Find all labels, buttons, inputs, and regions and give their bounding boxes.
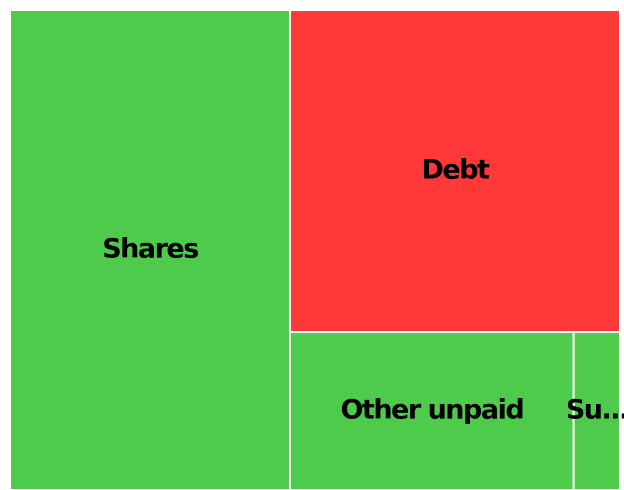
treemap-cell	[572, 331, 621, 490]
treemap-cell	[9, 9, 291, 490]
treemap-cell	[288, 9, 621, 334]
cell-label: Su...	[566, 395, 624, 426]
cell-label: Debt	[422, 155, 491, 186]
cell-label: Other unpaid	[340, 395, 523, 426]
treemap-cell	[288, 331, 575, 490]
cell-label: Shares	[102, 234, 198, 265]
